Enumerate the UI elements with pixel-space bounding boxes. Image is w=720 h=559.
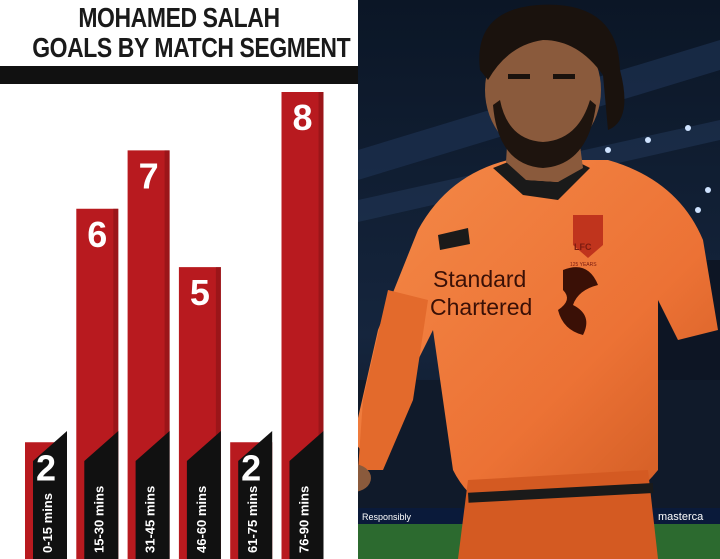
title-underline-bar (0, 66, 358, 84)
category-label: 15-30 mins (91, 486, 106, 553)
bar-value-label: 7 (139, 155, 159, 196)
player-head (485, 24, 601, 156)
bar-value-label: 6 (87, 214, 107, 255)
chart-title-line2: GOALS BY MATCH SEGMENT (32, 32, 351, 63)
bar-group: 5 46-60 mins (178, 267, 221, 559)
bar-value-label: 5 (190, 272, 210, 313)
bar-shade (215, 267, 221, 559)
svg-text:LFC: LFC (574, 242, 592, 252)
board-text-right: masterca (658, 511, 704, 523)
category-label: 0-15 mins (40, 493, 55, 553)
player-photo: Responsibly masterca LFC 125 YEARS (358, 0, 720, 559)
bar-group: 6 15-30 mins (76, 208, 119, 559)
sponsor-logo-icon (558, 267, 598, 335)
bar-group: 7 31-45 mins (127, 150, 170, 559)
bar-value-label: 8 (292, 97, 312, 138)
category-tab (33, 431, 67, 559)
category-tab (135, 431, 170, 559)
category-tab (186, 431, 221, 559)
category-tab (238, 431, 273, 559)
club-crest: LFC 125 YEARS (570, 215, 603, 268)
shirt (358, 160, 718, 525)
bar-group: 2 0-15 mins (25, 431, 67, 559)
svg-text:125 YEARS: 125 YEARS (570, 262, 597, 268)
category-label: 61-75 mins (245, 486, 260, 553)
bar-value-label: 2 (241, 447, 261, 488)
category-tab (289, 431, 324, 559)
category-label: 76-90 mins (297, 486, 312, 553)
chart-title-line1: MOHAMED SALAH (78, 2, 280, 33)
kit-brand-icon (438, 228, 470, 250)
bar-group: 8 76-90 mins (281, 92, 324, 559)
board-text-left: Responsibly (362, 512, 412, 522)
bar-shade (318, 92, 324, 559)
bar-value-label: 2 (36, 447, 56, 488)
category-label: 31-45 mins (143, 486, 158, 553)
bar-group: 261-75 mins (230, 431, 273, 559)
sponsor-line1: Standard (433, 266, 526, 292)
category-tab (84, 431, 119, 559)
category-label: 46-60 mins (194, 486, 209, 553)
sponsor-line2: Chartered (430, 294, 532, 320)
bar-shade (164, 150, 170, 559)
bar-chart: 2 0-15 mins 6 15-30 mins 7 31-45 mins 5 46-60 m… (0, 0, 358, 559)
bar-shade (113, 208, 119, 559)
